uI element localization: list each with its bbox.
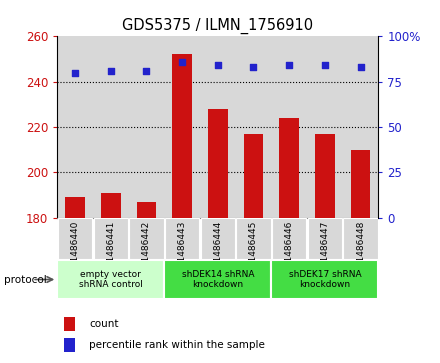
Bar <box>64 338 75 352</box>
Point <box>143 68 150 74</box>
FancyBboxPatch shape <box>344 218 378 259</box>
FancyBboxPatch shape <box>271 260 378 299</box>
Text: shDEK17 shRNA
knockdown: shDEK17 shRNA knockdown <box>289 270 361 289</box>
Text: GSM1486448: GSM1486448 <box>356 220 365 281</box>
FancyBboxPatch shape <box>57 260 164 299</box>
Bar <box>136 202 156 218</box>
Text: GSM1486446: GSM1486446 <box>285 220 293 281</box>
Text: GSM1486440: GSM1486440 <box>70 220 80 281</box>
Bar <box>208 109 227 218</box>
Bar <box>64 317 75 331</box>
Bar <box>343 36 378 218</box>
Point <box>286 62 293 68</box>
Bar <box>101 193 121 218</box>
Bar <box>236 36 271 218</box>
Point <box>107 68 114 74</box>
Bar <box>164 36 200 218</box>
FancyBboxPatch shape <box>164 260 271 299</box>
Bar <box>271 36 307 218</box>
Bar <box>244 134 263 218</box>
Text: shDEK14 shRNA
knockdown: shDEK14 shRNA knockdown <box>182 270 254 289</box>
Bar <box>200 36 236 218</box>
Text: empty vector
shRNA control: empty vector shRNA control <box>79 270 143 289</box>
Text: count: count <box>89 319 119 329</box>
Text: percentile rank within the sample: percentile rank within the sample <box>89 340 265 350</box>
Point <box>72 70 79 76</box>
FancyBboxPatch shape <box>236 218 271 259</box>
Text: GSM1486444: GSM1486444 <box>213 220 222 281</box>
Point <box>214 62 221 68</box>
Text: GSM1486442: GSM1486442 <box>142 220 151 281</box>
Point <box>250 64 257 70</box>
Bar <box>93 36 128 218</box>
Bar <box>128 36 164 218</box>
Text: GSM1486447: GSM1486447 <box>320 220 330 281</box>
FancyBboxPatch shape <box>58 218 92 259</box>
FancyBboxPatch shape <box>308 218 342 259</box>
Bar <box>172 54 192 218</box>
FancyBboxPatch shape <box>272 218 306 259</box>
Bar <box>57 36 93 218</box>
Point <box>321 62 328 68</box>
Bar <box>307 36 343 218</box>
Title: GDS5375 / ILMN_1756910: GDS5375 / ILMN_1756910 <box>122 17 313 33</box>
FancyBboxPatch shape <box>129 218 164 259</box>
Bar <box>279 118 299 218</box>
Bar <box>315 134 335 218</box>
FancyBboxPatch shape <box>201 218 235 259</box>
Point <box>357 64 364 70</box>
FancyBboxPatch shape <box>165 218 199 259</box>
Text: GSM1486441: GSM1486441 <box>106 220 115 281</box>
Point <box>179 59 186 65</box>
Bar <box>351 150 370 218</box>
FancyBboxPatch shape <box>94 218 128 259</box>
Text: protocol: protocol <box>4 275 47 285</box>
Text: GSM1486443: GSM1486443 <box>178 220 187 281</box>
Text: GSM1486445: GSM1486445 <box>249 220 258 281</box>
Bar <box>65 197 85 218</box>
